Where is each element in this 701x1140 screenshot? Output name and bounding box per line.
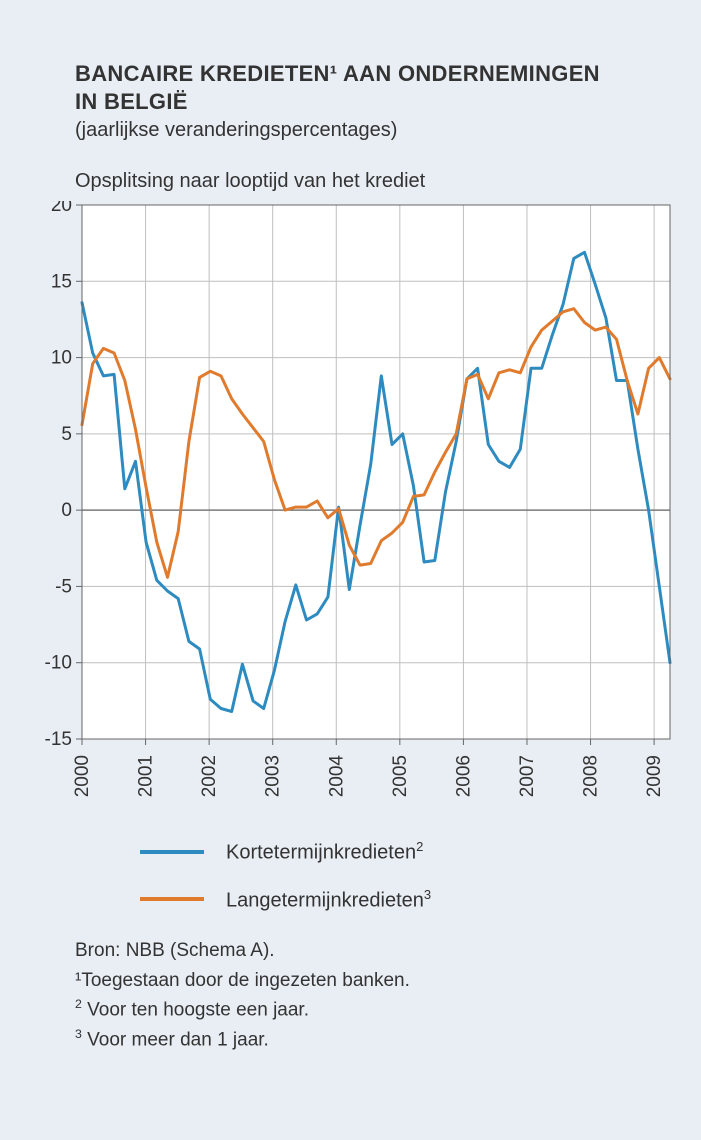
svg-text:-5: -5 <box>55 576 72 597</box>
svg-text:2001: 2001 <box>136 755 157 797</box>
legend: Kortetermijnkredieten2 Langetermijnkredi… <box>140 839 671 912</box>
legend-item-kortetermijn: Kortetermijnkredieten2 <box>140 839 671 865</box>
source-line: Bron: NBB (Schema A). <box>75 936 671 965</box>
footnote-3: 3 Voor meer dan 1 jaar. <box>75 1025 671 1055</box>
page: BANCAIRE KREDIETEN¹ AAN ONDERNEMINGEN IN… <box>0 0 701 1140</box>
svg-text:2004: 2004 <box>326 755 347 798</box>
svg-text:-15: -15 <box>45 729 72 750</box>
svg-text:0: 0 <box>61 500 72 521</box>
svg-text:10: 10 <box>51 348 72 369</box>
svg-text:2008: 2008 <box>581 755 602 797</box>
chart-subtitle: (jaarlijkse veranderingspercentages) <box>75 119 671 142</box>
svg-text:-10: -10 <box>45 653 72 674</box>
svg-text:2007: 2007 <box>517 755 538 797</box>
svg-text:2000: 2000 <box>72 755 93 797</box>
svg-text:2003: 2003 <box>263 755 284 797</box>
chart-title-line2: IN BELGIË <box>75 88 671 116</box>
svg-text:2006: 2006 <box>453 755 474 797</box>
chart-area: -15 -10 -5 0 5 10 15 20 2000 2001 2002 2003 2004 2005… <box>30 201 671 821</box>
subchart-title: Opsplitsing naar looptijd van het kredie… <box>75 170 671 193</box>
svg-text:5: 5 <box>61 424 72 445</box>
legend-swatch-langetermijn <box>140 897 204 901</box>
legend-item-langetermijn: Langetermijnkredieten3 <box>140 887 671 913</box>
svg-text:2009: 2009 <box>644 755 665 797</box>
footnotes: Bron: NBB (Schema A). ¹Toegestaan door d… <box>75 936 671 1054</box>
footnote-1: ¹Toegestaan door de ingezeten banken. <box>75 966 671 995</box>
footnote-2: 2 Voor ten hoogste een jaar. <box>75 995 671 1025</box>
svg-text:2005: 2005 <box>390 755 411 797</box>
line-chart: -15 -10 -5 0 5 10 15 20 2000 2001 2002 2003 2004 2005… <box>30 201 690 821</box>
legend-label-langetermijn: Langetermijnkredieten3 <box>226 887 431 913</box>
svg-text:15: 15 <box>51 271 72 292</box>
title-block: BANCAIRE KREDIETEN¹ AAN ONDERNEMINGEN IN… <box>75 60 671 142</box>
legend-label-kortetermijn: Kortetermijnkredieten2 <box>226 839 423 865</box>
svg-text:2002: 2002 <box>199 755 220 797</box>
svg-text:20: 20 <box>51 201 72 216</box>
legend-swatch-kortetermijn <box>140 850 204 854</box>
chart-title-line1: BANCAIRE KREDIETEN¹ AAN ONDERNEMINGEN <box>75 60 671 88</box>
